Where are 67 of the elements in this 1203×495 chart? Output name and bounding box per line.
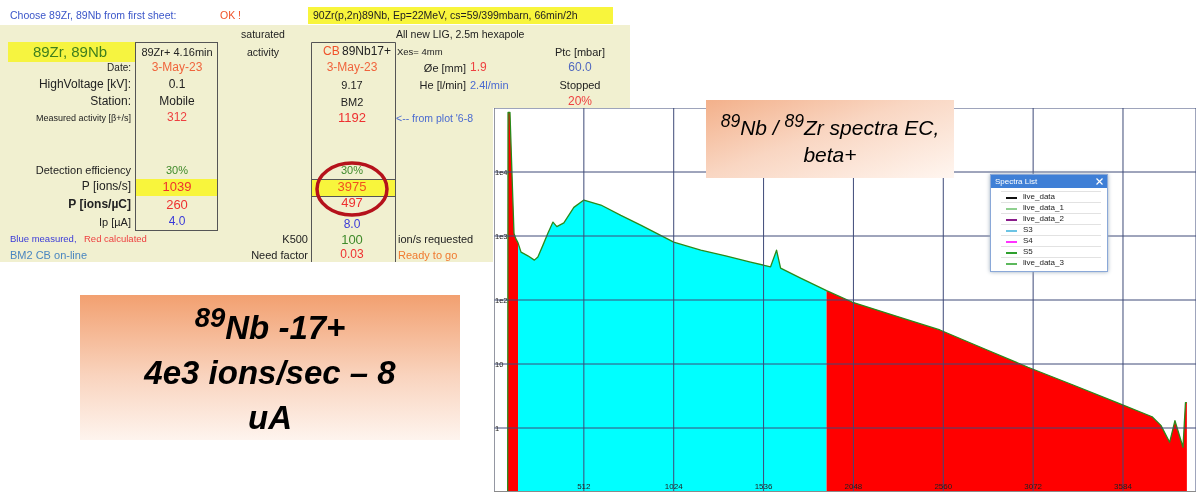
text: $^{89}$Nb -17+ 4e3 ions/sec – 8 uA — [144, 301, 396, 438]
annotation: Spectra List — [995, 176, 1038, 187]
text: Ready to go — [398, 248, 458, 262]
text: He [l/min] — [419, 78, 466, 92]
text: 1039 — [162, 178, 192, 195]
text: Need factor — [251, 248, 308, 262]
text: 8.0 — [343, 217, 361, 232]
annotation: live_data — [1023, 192, 1056, 202]
x-tick-label: 512 — [577, 482, 592, 491]
text: Stopped — [559, 78, 601, 92]
text: 60.0 — [568, 60, 592, 75]
x-tick-label: 3072 — [1024, 482, 1043, 491]
text: Date: — [107, 62, 131, 74]
annotation: S3 — [1023, 225, 1033, 235]
annotation: live_data_2 — [1023, 214, 1064, 224]
text: OK ! — [220, 8, 242, 22]
text: ion/s requested — [398, 232, 474, 246]
text: 9.17 — [341, 78, 363, 92]
text: Ptc [mbar] — [554, 45, 606, 59]
text: 30% — [340, 163, 364, 177]
text: Ip [µA] — [98, 215, 131, 229]
text: 100 — [341, 231, 363, 248]
text: 0.03 — [340, 247, 364, 262]
annotation: S4 — [1023, 236, 1033, 246]
text: Detection efficiency — [35, 163, 131, 177]
text: saturated — [241, 27, 285, 41]
line-series — [507, 111, 1188, 492]
text: 1.9 — [470, 60, 487, 75]
text: 30% — [165, 163, 189, 177]
text: 90Zr(p,2n)89Nb, Ep=22MeV, cs=59/399mbarn, 66min/2h — [313, 8, 578, 22]
text: <-- from plot '6-8 — [396, 111, 473, 125]
text: Mobile — [159, 94, 195, 109]
text: 260 — [166, 196, 188, 213]
text: 3-May-23 — [151, 60, 203, 75]
text: 497 — [341, 194, 363, 211]
text: 312 — [166, 110, 188, 125]
text: K500 — [282, 232, 308, 246]
text: $^{89}$Nb / $^{89}$Zr spectra EC, beta+ — [719, 109, 941, 168]
text: Red calculated — [84, 232, 147, 245]
text: 3-May-23 — [326, 60, 378, 75]
text: P [ions/µC] — [68, 197, 131, 212]
text: HighVoltage [kV]: — [38, 77, 131, 92]
text: CB — [323, 44, 340, 59]
text: activity — [246, 45, 280, 59]
text: 4.0 — [168, 214, 186, 229]
text: 1192 — [338, 109, 366, 126]
annotation: live_data_3 — [1023, 258, 1064, 268]
text: P [ions/s] — [81, 179, 131, 194]
text: 3975 — [337, 178, 367, 195]
annotation: 20% — [567, 94, 593, 109]
text: All new LIG, 2.5m hexapole — [396, 27, 525, 41]
annotation: S5 — [1023, 247, 1033, 257]
x-tick-label: 3584 — [1114, 482, 1133, 491]
text: Station: — [90, 94, 131, 109]
text: BM2 — [340, 95, 364, 109]
text: Blue measured, — [10, 232, 77, 245]
text: 89Nb17+ — [342, 44, 392, 59]
text: 89Zr+ 4.16min — [141, 45, 213, 59]
text: BM2 CB on-line — [10, 248, 88, 262]
text: 2.4l/min — [470, 78, 509, 92]
text: Choose 89Zr, 89Nb from first sheet: — [10, 8, 177, 22]
annotation: live_data_1 — [1023, 203, 1064, 213]
text: Xes= 4mm — [397, 45, 443, 58]
text: Measured activity [β+/s] — [36, 112, 131, 124]
text: Øe [mm] — [423, 61, 466, 75]
text: 89Zr, 89Nb — [32, 43, 108, 61]
text: 0.1 — [168, 77, 186, 92]
